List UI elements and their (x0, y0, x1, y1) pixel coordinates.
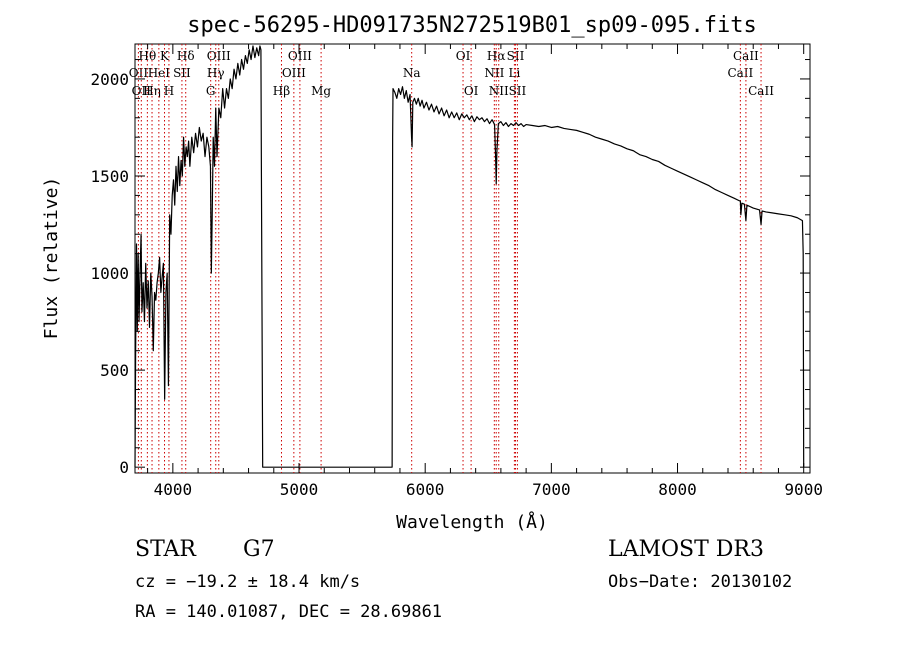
line-marker-label: Li (508, 66, 520, 80)
y-tick-label: 2000 (90, 70, 129, 89)
line-marker-label: Hα (487, 49, 506, 63)
x-tick-label: 9000 (784, 480, 823, 499)
y-tick-label: 1000 (90, 264, 129, 283)
line-marker-label: HeI (148, 66, 171, 80)
chart-title: spec-56295-HD091735N272519B01_sp09-095.f… (187, 13, 757, 38)
line-marker-label: OIII (282, 66, 306, 80)
plot-frame (134, 43, 811, 474)
line-marker-label: Hθ (139, 49, 157, 63)
line-marker-label: SII (173, 66, 191, 80)
x-axis-label: Wavelength (Å) (396, 511, 548, 533)
line-marker-layer: OII OII Hθ Hη HeI K H SII Hδ G Hγ OIII Hβ OIII OIII Mg N… (129, 44, 774, 473)
line-marker-label: Hη (143, 84, 161, 98)
x-tick-label: 7000 (532, 480, 571, 499)
line-marker-label: Hδ (177, 49, 195, 63)
line-marker-label: SII (509, 84, 527, 98)
line-marker-label: CaII (748, 84, 774, 98)
line-marker-label: OI (464, 84, 479, 98)
line-marker-label: G (206, 84, 216, 98)
flux-line (134, 45, 805, 468)
line-marker-label: NII (484, 66, 504, 80)
line-marker-label: Mg (311, 84, 331, 98)
y-axis-label: Flux (relative) (41, 177, 62, 340)
y-tick-label: 0 (119, 458, 129, 477)
x-tick-label: 6000 (406, 480, 445, 499)
x-tick-label: 5000 (280, 480, 319, 499)
line-marker-label: OII (132, 84, 152, 98)
y-tick-label: 500 (100, 361, 129, 380)
line-marker-label: CaII (733, 49, 759, 63)
coordinates: RA = 140.01087, DEC = 28.69861 (135, 602, 443, 622)
object-subclass: G7 (243, 537, 275, 562)
line-marker-label: OIII (207, 49, 231, 63)
line-marker-label: Na (403, 66, 421, 80)
x-tick-label: 4000 (154, 480, 193, 499)
x-tick-label: 8000 (658, 480, 697, 499)
line-marker-label: CaII (727, 66, 753, 80)
object-type: STAR (135, 537, 196, 562)
line-marker-label: OI (456, 49, 471, 63)
line-marker-label: OII (129, 66, 149, 80)
survey-name: LAMOST DR3 (608, 537, 764, 562)
line-marker-label: Hγ (207, 66, 225, 80)
y-tick-label: 1500 (90, 167, 129, 186)
flux-series-layer (134, 45, 805, 468)
line-marker-label: H (164, 84, 174, 98)
axis-tick-layer: 4000 5000 6000 7000 8000 9000 0 500 1000 1500 2000 (90, 44, 823, 499)
obs-date: Obs−Date: 20130102 (608, 572, 793, 592)
line-marker-label: NII (489, 84, 509, 98)
redshift-readout: cz = −19.2 ± 18.4 km/s (135, 572, 361, 592)
line-marker-label: Hβ (273, 84, 290, 98)
line-marker-label: K (160, 49, 170, 63)
line-marker-label: SII (507, 49, 525, 63)
line-marker-label: OIII (288, 49, 312, 63)
